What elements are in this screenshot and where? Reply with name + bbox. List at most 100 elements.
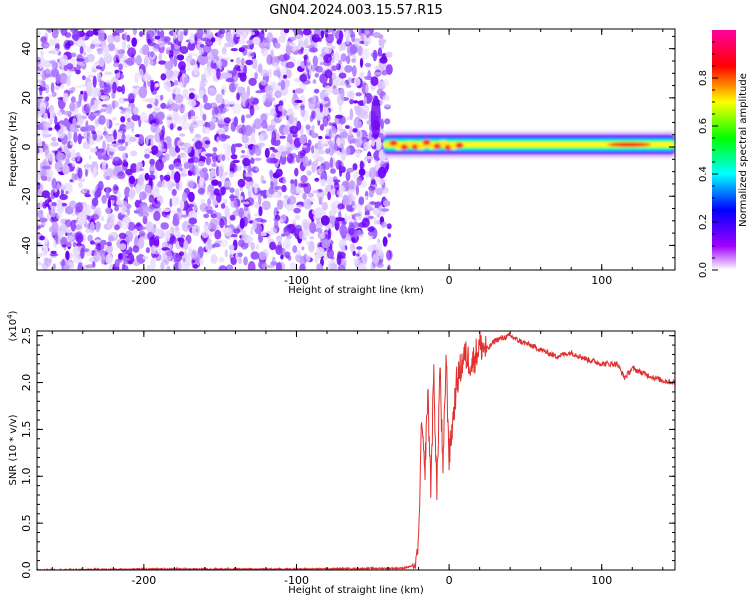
noise-cell — [229, 163, 238, 173]
noise-cell — [185, 55, 193, 63]
noise-cell — [242, 201, 250, 205]
noise-cell — [254, 157, 262, 161]
noise-cell — [228, 244, 235, 250]
noise-cell — [219, 239, 229, 248]
noise-cell — [385, 64, 393, 75]
noise-cell — [269, 241, 276, 251]
noise-cell — [229, 214, 236, 221]
y-tick-label: 2.0 — [20, 374, 33, 392]
noise-cell — [312, 55, 318, 67]
noise-cell — [218, 265, 228, 270]
noise-cell — [151, 89, 158, 95]
noise-cell — [312, 64, 315, 73]
noise-cell — [253, 105, 260, 111]
noise-cell — [160, 102, 167, 109]
noise-cell — [172, 86, 181, 95]
noise-cell — [376, 179, 383, 184]
noise-cell — [275, 244, 283, 255]
noise-cell — [203, 222, 211, 232]
noise-cell — [234, 64, 241, 70]
noise-cell — [100, 239, 107, 246]
noise-cell — [375, 187, 383, 196]
noise-cell — [109, 148, 118, 152]
noise-cell — [149, 51, 155, 58]
noise-cell — [361, 47, 370, 60]
noise-cell — [154, 29, 158, 34]
noise-cell — [247, 212, 251, 223]
noise-cell — [303, 222, 310, 231]
noise-cell — [314, 177, 320, 182]
noise-cell — [107, 235, 115, 242]
noise-cell — [321, 239, 331, 249]
noise-cell — [226, 73, 233, 79]
noise-cell — [118, 243, 127, 251]
noise-cell — [62, 92, 69, 104]
noise-cell — [117, 139, 126, 144]
noise-cell — [114, 205, 120, 212]
noise-cell — [93, 239, 103, 243]
noise-cell — [243, 256, 248, 266]
noise-cell — [294, 215, 301, 221]
noise-cell — [137, 206, 144, 217]
noise-cell — [270, 181, 274, 189]
noise-cell — [76, 113, 82, 122]
noise-cell — [139, 111, 148, 123]
noise-cell — [254, 147, 262, 157]
noise-cell — [214, 229, 222, 240]
noise-cell — [212, 152, 218, 163]
noise-cell — [298, 230, 305, 240]
noise-cell — [182, 192, 187, 202]
noise-cell — [374, 65, 383, 71]
noise-cell — [166, 116, 172, 121]
noise-cell — [203, 213, 210, 219]
noise-cell — [37, 152, 41, 157]
noise-cell — [146, 30, 155, 39]
noise-cell — [373, 216, 378, 226]
noise-cell — [173, 55, 178, 67]
noise-cell — [312, 79, 317, 84]
noise-cell — [186, 61, 191, 72]
noise-cell — [86, 81, 93, 89]
noise-cell — [92, 69, 97, 73]
noise-cell — [251, 31, 255, 36]
noise-cell — [188, 87, 196, 92]
noise-cell — [41, 190, 50, 199]
noise-cell — [305, 61, 311, 66]
noise-cell — [66, 63, 74, 70]
noise-cell — [137, 176, 145, 185]
noise-cell — [352, 250, 356, 257]
noise-cell — [368, 230, 374, 236]
noise-cell — [104, 71, 113, 76]
noise-cell — [86, 30, 94, 37]
noise-cell — [237, 178, 246, 188]
noise-cell — [218, 127, 225, 135]
noise-cell — [163, 79, 171, 91]
noise-cell — [212, 59, 217, 64]
noise-cell — [254, 72, 258, 80]
transition-blob — [370, 95, 381, 140]
noise-cell — [239, 72, 247, 82]
noise-cell — [39, 170, 48, 177]
noise-cell — [111, 117, 118, 121]
noise-cell — [243, 124, 253, 137]
noise-cell — [320, 178, 327, 187]
noise-cell — [276, 199, 284, 210]
noise-cell — [210, 254, 218, 264]
noise-cell — [37, 30, 41, 36]
noise-cell — [123, 59, 133, 64]
y-tick-label: -20 — [20, 187, 33, 205]
noise-cell — [343, 259, 347, 263]
noise-cell — [43, 121, 51, 129]
noise-cell — [336, 254, 342, 266]
noise-cell — [132, 85, 140, 89]
noise-cell — [227, 144, 231, 153]
noise-cell — [359, 57, 364, 68]
noise-cell — [54, 160, 63, 172]
noise-cell — [105, 253, 113, 265]
noise-cell — [280, 254, 284, 260]
noise-cell — [199, 49, 204, 55]
noise-cell — [112, 143, 119, 148]
noise-cell — [160, 261, 165, 270]
noise-cell — [104, 45, 110, 54]
noise-cell — [203, 66, 213, 78]
